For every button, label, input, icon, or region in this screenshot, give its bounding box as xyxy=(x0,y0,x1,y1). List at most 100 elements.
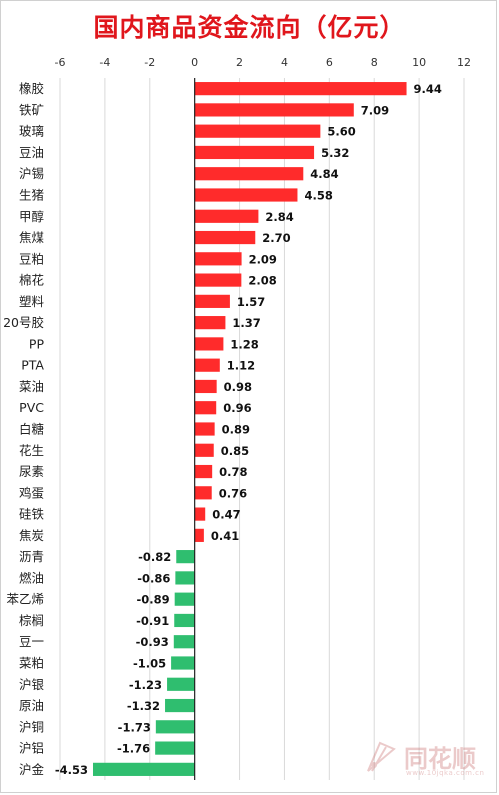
bar xyxy=(176,550,195,564)
category-label: 铁矿 xyxy=(19,102,44,117)
category-label: 焦煤 xyxy=(19,230,45,245)
bar xyxy=(194,464,213,479)
data-label: 1.12 xyxy=(227,359,255,373)
data-label: -0.91 xyxy=(136,614,169,628)
x-tick-label: 4 xyxy=(281,56,288,69)
bar xyxy=(194,145,315,160)
data-label: 7.09 xyxy=(361,103,389,117)
x-tick-label: -2 xyxy=(144,56,155,69)
data-labels: 9.44 7.09 5.60 5.32 4.84 4.58 2.84 2.70 2.09 2.08… xyxy=(55,82,442,777)
bar xyxy=(194,209,259,223)
data-label: 0.47 xyxy=(212,508,240,522)
category-label: 菜粕 xyxy=(19,656,44,671)
bar xyxy=(194,294,230,308)
category-label: 花生 xyxy=(19,443,44,458)
category-label: 生猪 xyxy=(19,188,44,203)
data-label: -1.05 xyxy=(133,657,166,671)
category-label: 燃油 xyxy=(19,570,44,585)
bar xyxy=(194,379,217,394)
category-label: PTA xyxy=(21,358,44,373)
data-label: 0.41 xyxy=(211,529,239,543)
category-label: 沪金 xyxy=(19,762,45,777)
category-label: 豆粕 xyxy=(19,251,44,266)
bar xyxy=(194,337,224,351)
bar xyxy=(194,486,212,500)
bar xyxy=(175,571,195,585)
x-tick-label: -4 xyxy=(99,56,110,69)
bar xyxy=(194,252,242,266)
grid-lines xyxy=(59,78,465,780)
bar xyxy=(194,103,354,117)
bar xyxy=(92,762,195,776)
data-label: -1.73 xyxy=(118,720,151,734)
x-tick-label: 10 xyxy=(412,56,426,69)
watermark-url: www.10jqka.com.cn xyxy=(406,769,485,777)
category-label: 豆油 xyxy=(19,145,44,160)
data-label: 2.70 xyxy=(262,231,290,245)
data-label: 2.09 xyxy=(249,252,277,266)
bar xyxy=(155,741,195,755)
data-label: -1.23 xyxy=(129,678,162,692)
fan-icon xyxy=(367,741,396,772)
category-label: 橡胶 xyxy=(19,81,44,96)
bar xyxy=(194,273,242,287)
category-label: PVC xyxy=(19,400,44,415)
data-label: 0.96 xyxy=(223,401,251,415)
category-label: 沪银 xyxy=(19,677,45,692)
bar xyxy=(194,82,407,96)
category-label: 玻璃 xyxy=(19,124,44,139)
category-label: 原油 xyxy=(19,698,44,713)
x-tick-label: 12 xyxy=(457,56,471,69)
data-label: 5.32 xyxy=(321,146,349,160)
bar xyxy=(174,592,195,606)
data-label: 1.37 xyxy=(232,316,260,330)
x-tick-label: -6 xyxy=(55,56,66,69)
bar xyxy=(194,316,226,330)
data-label: 5.60 xyxy=(327,125,355,139)
category-label: 沪锡 xyxy=(19,166,44,181)
data-label: 0.98 xyxy=(224,380,252,394)
category-label: 焦炭 xyxy=(19,528,44,543)
data-label: 4.84 xyxy=(310,167,338,181)
data-label: -0.82 xyxy=(138,550,171,564)
category-label: 沥青 xyxy=(19,549,44,564)
x-tick-label: 6 xyxy=(326,56,333,69)
data-label: 0.85 xyxy=(221,444,249,458)
x-tick-label: 8 xyxy=(371,56,378,69)
bar xyxy=(194,188,298,202)
category-label: 塑料 xyxy=(19,294,45,309)
data-label: 4.58 xyxy=(304,189,332,203)
watermark-text: 同花顺 xyxy=(404,745,476,773)
category-label: 棉花 xyxy=(19,273,44,288)
bar xyxy=(174,613,195,628)
data-label: -0.86 xyxy=(137,571,170,585)
category-label: 棕榈 xyxy=(19,613,44,628)
bar xyxy=(167,677,195,691)
data-label: 1.28 xyxy=(230,337,258,351)
chart-title: 国内商品资金流向（亿元） xyxy=(93,13,406,42)
x-tick-label: 0 xyxy=(191,56,198,69)
data-label: 9.44 xyxy=(414,82,442,96)
bar xyxy=(155,720,195,734)
bar xyxy=(194,230,256,245)
x-tick-labels: -6 -4 -2 0 2 4 6 8 10 12 xyxy=(55,56,471,69)
bar xyxy=(194,443,214,457)
category-label: 沪铝 xyxy=(19,741,44,756)
category-label: 20号胶 xyxy=(3,315,44,330)
bar xyxy=(171,656,195,670)
bar xyxy=(194,124,321,138)
bar xyxy=(165,698,195,713)
bar xyxy=(194,528,204,542)
category-label: 白糖 xyxy=(19,422,45,437)
bar xyxy=(194,401,217,415)
data-label: -0.93 xyxy=(136,635,169,649)
bar xyxy=(194,507,206,521)
watermark-logo: 同花顺 www.10jqka.com.cn xyxy=(360,735,490,785)
data-label: -0.89 xyxy=(137,593,170,607)
bar xyxy=(194,358,220,372)
category-label: PP xyxy=(29,336,45,351)
data-label: 0.89 xyxy=(222,423,250,437)
category-label: 硅铁 xyxy=(19,507,45,522)
bar xyxy=(194,167,304,181)
